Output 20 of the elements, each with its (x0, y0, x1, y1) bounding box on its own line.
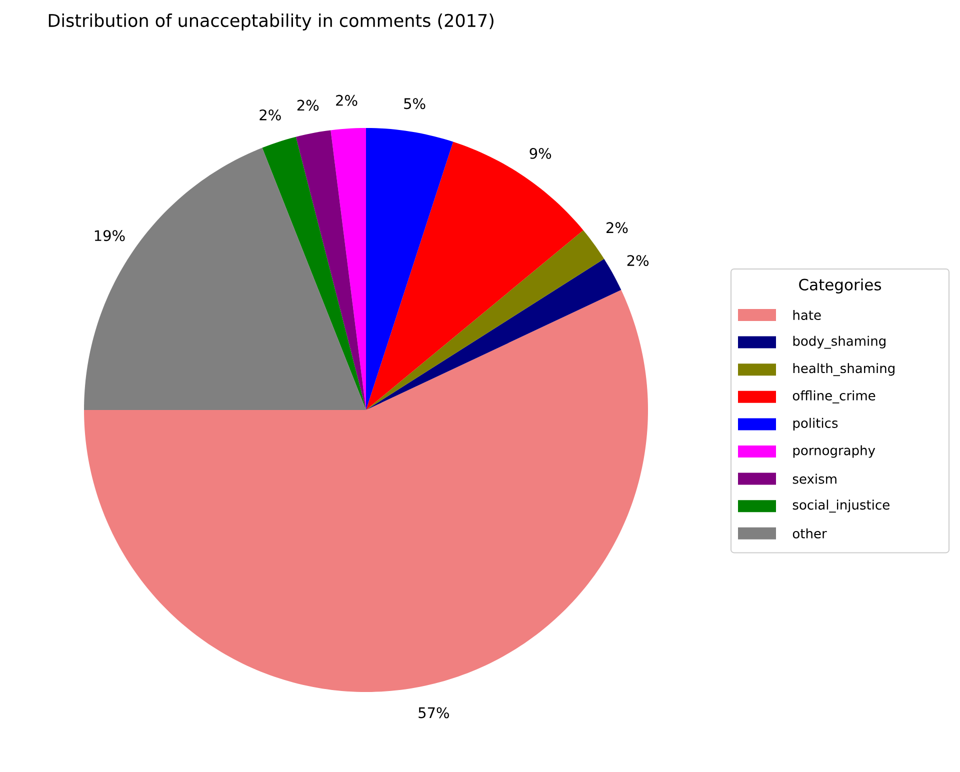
legend-label: social_injustice (792, 500, 890, 513)
legend-label: politics (793, 418, 838, 430)
legend-title: Categories (799, 278, 882, 294)
data-label: 5% (404, 98, 426, 110)
data-label: 2% (297, 100, 319, 111)
legend-label: health_shaming (793, 363, 894, 376)
data-label: 2% (606, 222, 628, 234)
legend-label: hate (793, 310, 821, 320)
data-label: 57% (418, 707, 449, 718)
legend-label: other (792, 528, 827, 538)
data-label: 2% (336, 94, 358, 106)
legend-label: body_shaming (793, 336, 886, 349)
legend-label: pornography (793, 445, 876, 458)
chart-title: Distribution of unacceptability in comments (2017) (48, 14, 494, 30)
data-label: 2% (627, 255, 649, 266)
legend-label: offline_crime (792, 390, 876, 404)
legend-label: sexism (792, 474, 836, 484)
data-label: 19% (94, 230, 125, 242)
data-label: 9% (530, 148, 552, 159)
data-label: 2% (260, 109, 281, 120)
